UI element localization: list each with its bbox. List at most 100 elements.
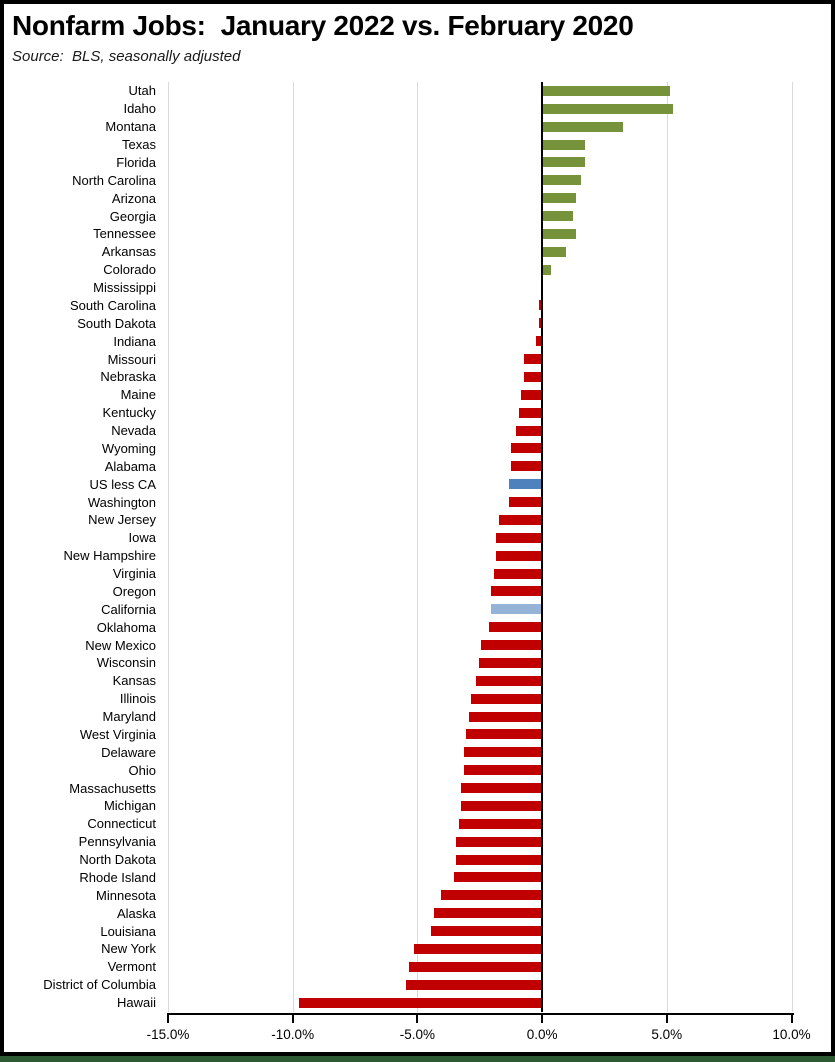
state-label: Ohio <box>128 762 156 778</box>
chart-row: Texas <box>4 136 831 154</box>
chart-title: Nonfarm Jobs: January 2022 vs. February … <box>12 10 634 41</box>
state-label: Vermont <box>107 959 156 975</box>
state-label: Maine <box>120 387 156 403</box>
state-label: Oregon <box>112 583 156 599</box>
chart-row: Louisiana <box>4 922 831 940</box>
chart-row: Kansas <box>4 672 831 690</box>
chart-row: Delaware <box>4 743 831 761</box>
chart-row: Montana <box>4 118 831 136</box>
chart-row: Tennessee <box>4 225 831 243</box>
state-label: Washington <box>87 494 156 510</box>
state-label: Idaho <box>123 101 156 117</box>
gridline <box>666 82 668 1012</box>
state-label: Hawaii <box>116 995 156 1011</box>
state-bar <box>543 139 586 150</box>
state-bar <box>518 407 542 418</box>
chart-row: Pennsylvania <box>4 833 831 851</box>
x-axis-tick <box>665 1013 668 1023</box>
state-label: Rhode Island <box>79 869 156 885</box>
chart-row: Connecticut <box>4 815 831 833</box>
chart-row: South Carolina <box>4 297 831 315</box>
state-label: Massachusetts <box>69 780 156 796</box>
state-bar <box>493 568 542 579</box>
chart-row: Oklahoma <box>4 618 831 636</box>
chart-row: Mississippi <box>4 279 831 297</box>
state-label: Iowa <box>128 530 156 546</box>
state-label: District of Columbia <box>43 977 156 993</box>
state-bar <box>481 640 542 651</box>
chart-row: Arizona <box>4 189 831 207</box>
state-bar <box>466 729 542 740</box>
state-bar <box>461 783 542 794</box>
state-bar <box>523 371 542 382</box>
state-bar <box>508 479 542 490</box>
state-label: Alabama <box>104 458 156 474</box>
state-bar <box>408 961 542 972</box>
chart-row: Alabama <box>4 457 831 475</box>
state-label: Maryland <box>102 709 156 725</box>
state-label: Pennsylvania <box>78 834 156 850</box>
bar-rows: Utah Idaho Montana Texas Florida North Caroli… <box>4 82 831 1012</box>
state-label: New Mexico <box>85 637 156 653</box>
state-label: Wisconsin <box>96 655 156 671</box>
state-label: Delaware <box>101 744 156 760</box>
chart-row: Ohio <box>4 761 831 779</box>
state-bar <box>498 514 542 525</box>
state-label: Louisiana <box>100 923 156 939</box>
state-bar <box>543 157 586 168</box>
state-label: Arkansas <box>101 244 156 260</box>
state-bar <box>468 711 542 722</box>
chart-row: New Hampshire <box>4 547 831 565</box>
state-bar <box>471 693 542 704</box>
chart-row: Rhode Island <box>4 869 831 887</box>
state-label: Mississippi <box>93 280 156 296</box>
state-label: New Hampshire <box>63 548 156 564</box>
x-axis-tick <box>291 1013 294 1023</box>
state-bar <box>441 890 542 901</box>
state-label: Florida <box>116 154 156 170</box>
state-bar <box>511 443 542 454</box>
chart-row: Colorado <box>4 261 831 279</box>
state-bar <box>543 193 576 204</box>
state-bar <box>543 228 576 239</box>
state-bar <box>476 675 542 686</box>
bar-chart: Utah Idaho Montana Texas Florida North Caroli… <box>4 4 831 1052</box>
state-bar <box>523 354 542 365</box>
state-label: Minnesota <box>96 887 156 903</box>
chart-row: New Mexico <box>4 636 831 654</box>
x-axis-tick <box>167 1013 169 1023</box>
state-bar <box>458 818 542 829</box>
chart-row: Maine <box>4 386 831 404</box>
state-label: Missouri <box>107 351 156 367</box>
zero-axis-line <box>541 82 544 1012</box>
state-bar <box>478 657 542 668</box>
chart-row: Vermont <box>4 958 831 976</box>
state-label: North Dakota <box>79 852 156 868</box>
chart-row: District of Columbia <box>4 976 831 994</box>
chart-row: Alaska <box>4 904 831 922</box>
state-label: North Carolina <box>72 172 156 188</box>
chart-row: New Jersey <box>4 511 831 529</box>
chart-row: Arkansas <box>4 243 831 261</box>
state-label: Utah <box>128 83 156 99</box>
chart-subtitle: Source: BLS, seasonally adjusted <box>12 48 241 65</box>
state-label: Connecticut <box>87 816 156 832</box>
chart-row: Idaho <box>4 100 831 118</box>
state-bar <box>538 300 542 311</box>
state-bar <box>433 908 542 919</box>
x-axis-tick-label: -5.0% <box>399 1027 436 1042</box>
state-bar <box>543 103 673 114</box>
chart-row: Oregon <box>4 583 831 601</box>
x-axis-tick <box>416 1013 419 1023</box>
chart-row: Virginia <box>4 565 831 583</box>
state-label: Alaska <box>116 905 156 921</box>
chart-row: Nebraska <box>4 368 831 386</box>
state-label: Arizona <box>111 190 156 206</box>
chart-row: Minnesota <box>4 886 831 904</box>
chart-row: Utah <box>4 82 831 100</box>
x-axis-tick-label: -15.0% <box>146 1027 190 1042</box>
state-label: Nebraska <box>100 369 156 385</box>
x-axis-tick-label: 5.0% <box>651 1027 683 1042</box>
chart-row: Maryland <box>4 708 831 726</box>
state-label: Indiana <box>113 333 156 349</box>
